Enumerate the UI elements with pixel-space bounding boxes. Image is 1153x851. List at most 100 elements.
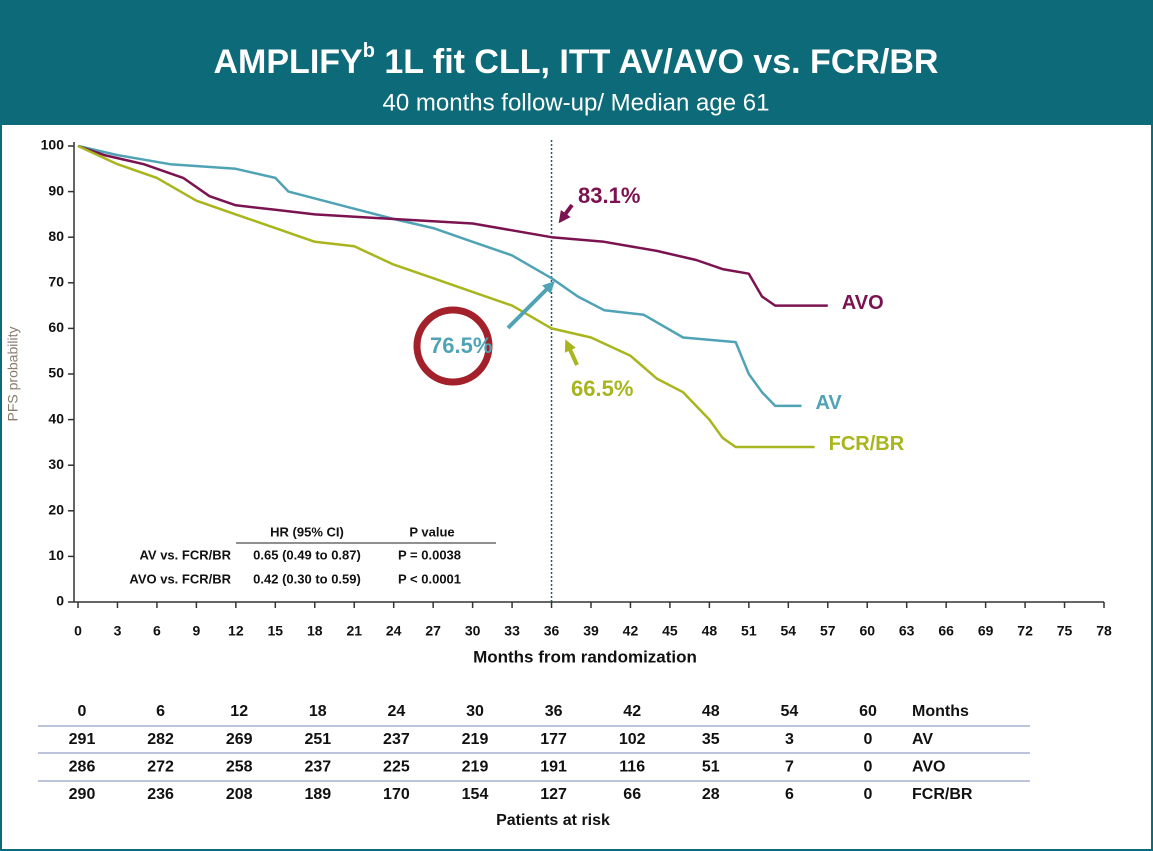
y-tick-label: 10 xyxy=(48,547,64,563)
x-tick-label: 27 xyxy=(425,623,441,639)
y-axis-label: PFS probability xyxy=(5,327,21,422)
risk-count: 0 xyxy=(864,759,873,776)
risk-count: 66 xyxy=(623,786,641,803)
risk-count: 272 xyxy=(147,759,174,776)
x-tick-label: 24 xyxy=(386,623,402,639)
chart-title: AMPLIFYb 1L fit CLL, ITT AV/AVO vs. FCR/… xyxy=(214,40,939,81)
x-tick-label: 21 xyxy=(346,623,362,639)
risk-count: 286 xyxy=(69,759,96,776)
x-tick-label: 57 xyxy=(820,623,836,639)
y-tick-label: 60 xyxy=(48,319,64,335)
title-sup: b xyxy=(363,40,375,62)
risk-month: 48 xyxy=(702,703,720,720)
risk-count: 191 xyxy=(540,759,567,776)
risk-count: 251 xyxy=(304,731,331,748)
x-tick-label: 54 xyxy=(781,623,797,639)
risk-month: 42 xyxy=(623,703,641,720)
x-tick-label: 12 xyxy=(228,623,244,639)
risk-count: 291 xyxy=(69,731,96,748)
risk-count: 154 xyxy=(462,786,489,803)
risk-row-label: AV xyxy=(912,731,933,748)
annotation-arrowhead xyxy=(564,339,576,353)
header-band xyxy=(0,0,1153,125)
x-tick-label: 3 xyxy=(114,623,122,639)
hr-header: P value xyxy=(409,524,454,539)
risk-count: 237 xyxy=(383,731,410,748)
risk-count: 127 xyxy=(540,786,567,803)
x-tick-label: 60 xyxy=(859,623,875,639)
risk-month: 36 xyxy=(545,703,563,720)
x-tick-label: 45 xyxy=(662,623,678,639)
survival-curve xyxy=(77,144,802,408)
x-tick-label: 42 xyxy=(623,623,639,639)
risk-count: 116 xyxy=(619,759,645,776)
risk-count: 208 xyxy=(226,786,253,803)
y-tick-label: 20 xyxy=(48,502,64,518)
x-tick-label: 66 xyxy=(938,623,954,639)
risk-count: 225 xyxy=(383,759,410,776)
p-value: P = 0.0038 xyxy=(398,547,461,562)
chart-subtitle: 40 months follow-up/ Median age 61 xyxy=(383,89,770,116)
risk-month: 30 xyxy=(466,703,484,720)
x-tick-label: 63 xyxy=(899,623,915,639)
hr-row-label: AV vs. FCR/BR xyxy=(140,547,232,562)
y-tick-label: 30 xyxy=(48,456,64,472)
risk-count: 258 xyxy=(226,759,253,776)
y-tick-label: 50 xyxy=(48,365,64,381)
x-tick-label: 6 xyxy=(153,623,161,639)
risk-month: 12 xyxy=(230,703,248,720)
y-tick-label: 100 xyxy=(41,137,65,153)
risk-count: 3 xyxy=(785,731,794,748)
annotation: 66.5% xyxy=(571,376,633,401)
risk-month: 18 xyxy=(309,703,327,720)
risk-months-label: Months xyxy=(912,703,969,720)
survival-curve xyxy=(77,144,828,307)
risk-count: 269 xyxy=(226,731,253,748)
x-tick-label: 15 xyxy=(268,623,284,639)
risk-count: 237 xyxy=(304,759,331,776)
risk-count: 0 xyxy=(864,786,873,803)
risk-count: 102 xyxy=(619,731,646,748)
annotation-arrowhead xyxy=(542,281,555,294)
risk-table-title: Patients at risk xyxy=(496,812,610,829)
highlight-circle xyxy=(413,306,493,386)
hr-value: 0.65 (0.49 to 0.87) xyxy=(253,547,361,562)
risk-row-label: AVO xyxy=(912,759,945,776)
risk-month: 54 xyxy=(781,703,799,720)
x-tick-label: 36 xyxy=(544,623,560,639)
y-tick-label: 40 xyxy=(48,410,64,426)
survival-curve xyxy=(77,144,815,449)
y-tick-label: 80 xyxy=(48,228,64,244)
risk-count: 236 xyxy=(147,786,174,803)
x-tick-label: 18 xyxy=(307,623,323,639)
risk-count: 51 xyxy=(702,759,720,776)
risk-count: 7 xyxy=(785,759,794,776)
risk-month: 6 xyxy=(156,703,165,720)
annotation-arrowhead xyxy=(558,210,571,224)
x-tick-label: 39 xyxy=(583,623,599,639)
series-label: AV xyxy=(815,392,842,414)
y-tick-label: 0 xyxy=(56,593,64,609)
risk-count: 6 xyxy=(785,786,794,803)
x-tick-label: 33 xyxy=(504,623,520,639)
hr-row-label: AVO vs. FCR/BR xyxy=(129,571,231,586)
risk-month: 0 xyxy=(78,703,87,720)
title-main: AMPLIFY xyxy=(214,43,364,81)
risk-count: 219 xyxy=(462,731,489,748)
risk-month: 60 xyxy=(859,703,877,720)
series-label: AVO xyxy=(842,292,884,314)
risk-count: 189 xyxy=(304,786,331,803)
x-tick-label: 9 xyxy=(192,623,200,639)
x-tick-label: 0 xyxy=(74,623,82,639)
x-tick-label: 48 xyxy=(702,623,718,639)
hr-value: 0.42 (0.30 to 0.59) xyxy=(253,571,361,586)
series-label: FCR/BR xyxy=(829,433,905,455)
title-rest: 1L fit CLL, ITT AV/AVO vs. FCR/BR xyxy=(375,43,939,81)
x-tick-label: 30 xyxy=(465,623,481,639)
risk-month: 24 xyxy=(388,703,406,720)
risk-count: 0 xyxy=(864,731,873,748)
x-tick-label: 75 xyxy=(1057,623,1073,639)
annotation: 83.1% xyxy=(578,183,640,208)
